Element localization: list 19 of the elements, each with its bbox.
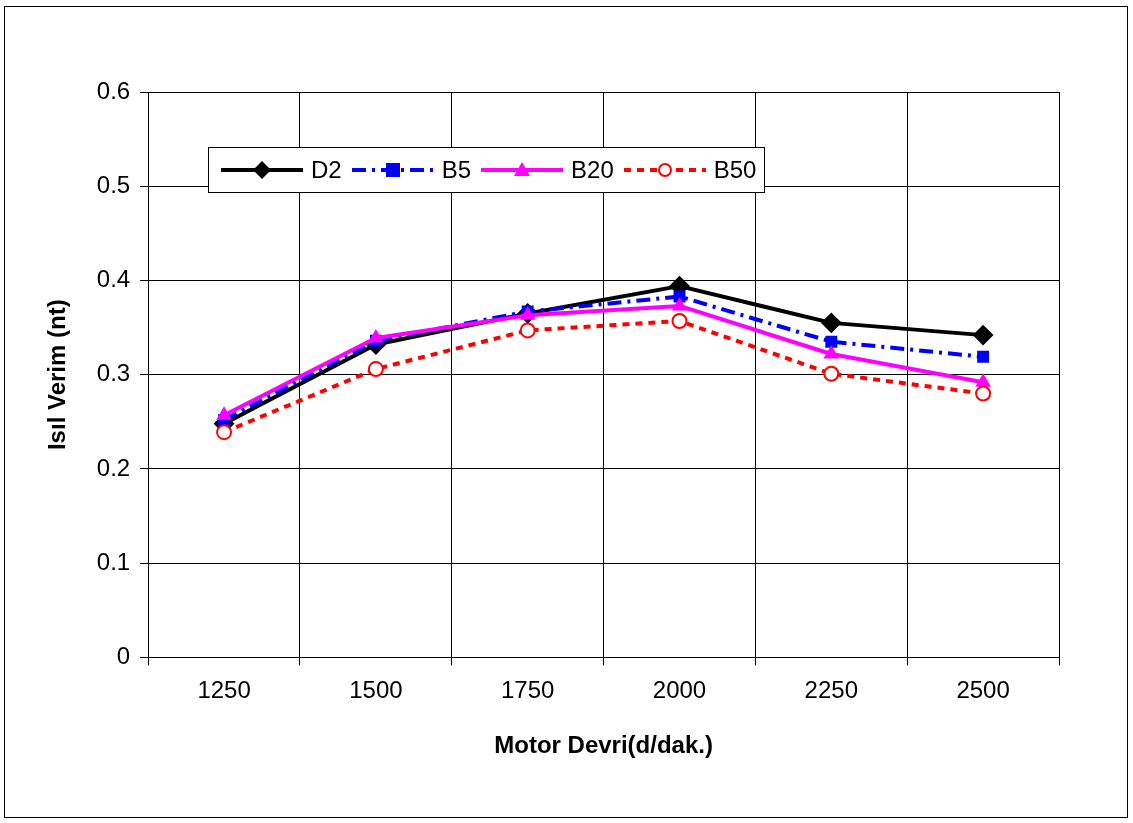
x-tick-label: 2000 — [652, 676, 707, 704]
y-tick-label: 0 — [116, 642, 131, 670]
y-tick-label: 0.1 — [96, 547, 131, 575]
legend-label: D2 — [311, 156, 342, 184]
y-axis-title: Isıl Verim (nt) — [43, 299, 71, 451]
y-tick-label: 0.4 — [96, 265, 131, 293]
legend-label: B50 — [713, 156, 757, 184]
x-tick-label: 1250 — [197, 676, 251, 704]
x-tick-label: 2500 — [956, 676, 1010, 704]
y-tick-label: 0.3 — [96, 359, 131, 387]
legend-label: B20 — [571, 156, 614, 184]
legend-label: B5 — [441, 156, 472, 184]
y-tick-label: 0.6 — [96, 76, 131, 104]
y-tick-label: 0.2 — [96, 453, 131, 481]
x-tick-label: 2250 — [804, 676, 858, 704]
y-tick-label: 0.5 — [96, 170, 131, 198]
x-axis-title: Motor Devri(d/dak.) — [494, 731, 713, 759]
x-tick-label: 1500 — [349, 676, 403, 704]
x-tick-label: 1750 — [500, 676, 555, 704]
